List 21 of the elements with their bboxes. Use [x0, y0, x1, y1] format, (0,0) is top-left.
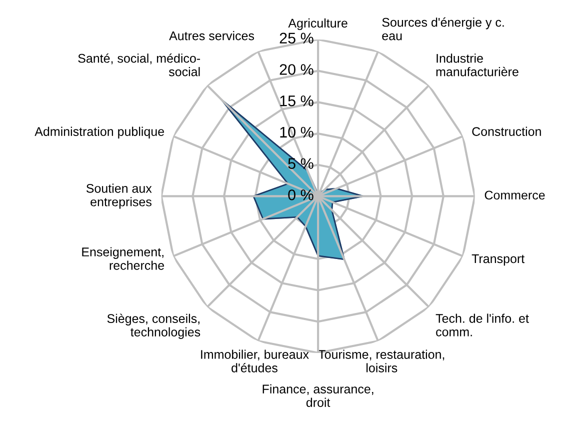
spoke-label: Santé, social, médico- social: [78, 53, 200, 76]
spoke-label: Agriculture: [288, 18, 348, 30]
spoke-label: Soutien aux entreprises: [86, 184, 152, 209]
spoke-label: Autres services: [169, 31, 254, 40]
y-tick-label: 20 %: [280, 64, 314, 75]
y-tick-label: 25 %: [280, 32, 314, 44]
spoke-label: Administration publique: [34, 126, 164, 138]
y-tick-label: 15 %: [280, 96, 314, 106]
y-tick-label: 5 %: [288, 158, 314, 169]
spoke-label: Tech. de l'info. et comm.: [436, 314, 529, 336]
spoke-label: Commerce: [484, 190, 545, 200]
spoke-label: Transport: [472, 254, 524, 266]
spoke-label: Tourisme, restauration, loisirs: [318, 350, 444, 372]
spoke-label: Finance, assurance, droit: [262, 384, 374, 407]
spoke-label: Immobilier, bureaux d'études: [201, 350, 309, 372]
spoke-label: Sources d'énergie y c. eau: [382, 17, 504, 40]
y-tick-label: 10 %: [280, 126, 314, 138]
spoke-label: Construction: [472, 126, 541, 136]
spoke-label: Sièges, conseils, technologies: [107, 314, 200, 339]
spoke-label: Industrie manufacturière: [436, 54, 518, 76]
spoke-label: Enseignement, recherche: [82, 247, 164, 270]
